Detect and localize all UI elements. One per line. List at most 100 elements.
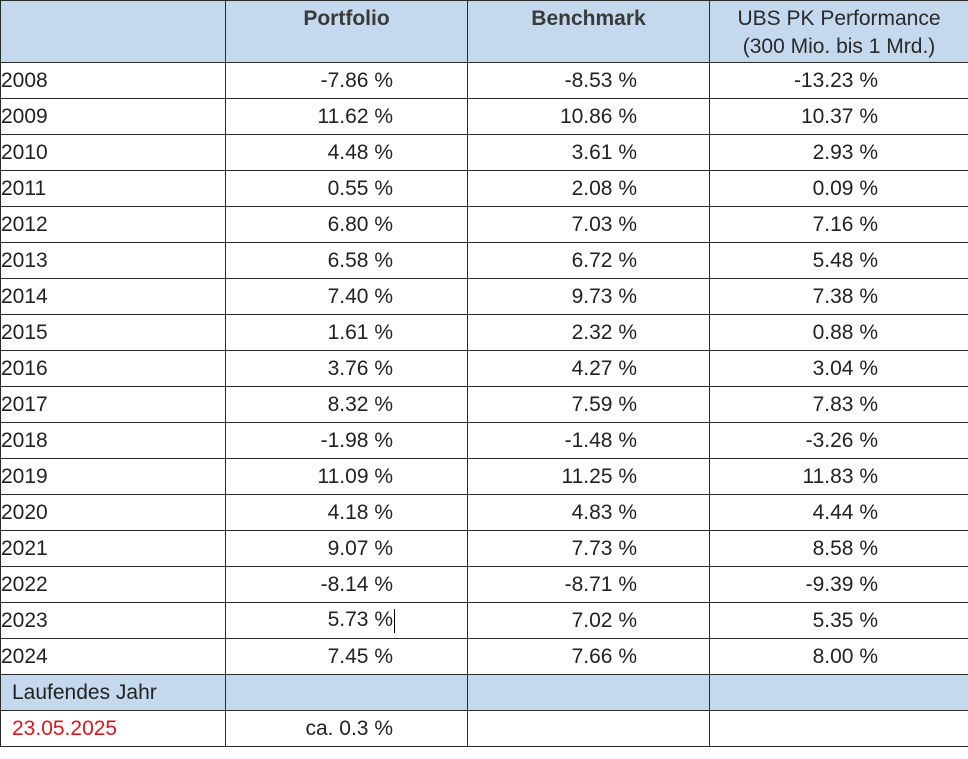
portfolio-cell-text: 7.45 %	[327, 644, 393, 668]
benchmark-cell: 2.32 %	[467, 314, 710, 351]
portfolio-cell-text: 1.61 %	[327, 320, 393, 344]
ubs-performance-cell-text: 5.48 %	[812, 248, 878, 272]
ubs-performance-cell-text: 0.88 %	[812, 320, 878, 344]
ubs-performance-cell-text: 5.35 %	[812, 608, 878, 632]
benchmark-cell-text: 7.66 %	[571, 644, 637, 668]
portfolio-cell: 7.45 %	[225, 638, 468, 675]
ubs-performance-cell: 8.00 %	[709, 638, 968, 675]
current-year-empty-portfolio	[225, 674, 468, 711]
ubs-performance-cell: 11.83 %	[709, 458, 968, 495]
header-ubs-line1: UBS PK Performance	[737, 7, 941, 30]
portfolio-cell-text: 8.32 %	[327, 392, 393, 416]
ubs-performance-cell-text: -9.39 %	[805, 572, 878, 596]
benchmark-cell: 7.59 %	[467, 386, 710, 423]
year-cell-text: 2023	[1, 608, 48, 632]
benchmark-cell-text: 3.61 %	[571, 140, 637, 164]
table-row: 2019 11.09 % 11.25 % 11.83 %	[0, 458, 968, 495]
benchmark-cell: -1.48 %	[467, 422, 710, 459]
benchmark-cell-text: 7.59 %	[571, 392, 637, 416]
portfolio-cell-text: 4.48 %	[327, 140, 393, 164]
portfolio-cell-text: -7.86 %	[320, 68, 393, 92]
portfolio-cell-text: 6.80 %	[327, 212, 393, 236]
ubs-performance-cell: 0.09 %	[709, 170, 968, 207]
benchmark-cell: 11.25 %	[467, 458, 710, 495]
ubs-performance-cell-text: 7.83 %	[812, 392, 878, 416]
current-date: 23.05.2025	[0, 710, 226, 747]
ubs-performance-cell-text: 0.09 %	[812, 176, 878, 200]
ubs-performance-cell-text: 10.37 %	[800, 104, 878, 128]
portfolio-cell: 8.32 %	[225, 386, 468, 423]
year-cell: 2013	[0, 242, 226, 279]
portfolio-cell-text: 7.40 %	[327, 284, 393, 308]
year-cell: 2019	[0, 458, 226, 495]
portfolio-cell-text: 11.09 %	[317, 464, 394, 488]
ubs-performance-cell-text: -13.23 %	[793, 68, 878, 92]
header-year	[0, 0, 226, 63]
portfolio-cell: 6.58 %	[225, 242, 468, 279]
ubs-performance-cell-text: 8.58 %	[812, 536, 878, 560]
table-row: 2020 4.18 % 4.83 % 4.44 %	[0, 494, 968, 531]
benchmark-cell-text: -8.53 %	[564, 68, 637, 92]
header-ubs-line2: (300 Mio. bis 1 Mrd.)	[742, 35, 936, 58]
benchmark-cell: 7.03 %	[467, 206, 710, 243]
portfolio-cell: 7.40 %	[225, 278, 468, 315]
portfolio-cell-text: 6.58 %	[327, 248, 393, 272]
ubs-performance-cell-text: 8.00 %	[812, 644, 878, 668]
table-row: 2016 3.76 % 4.27 % 3.04 %	[0, 350, 968, 387]
table-row: 2012 6.80 % 7.03 % 7.16 %	[0, 206, 968, 243]
table-row: 2014 7.40 % 9.73 % 7.38 %	[0, 278, 968, 315]
year-cell: 2021	[0, 530, 226, 567]
portfolio-cell: 11.62 %	[225, 98, 468, 135]
year-cell: 2018	[0, 422, 226, 459]
current-benchmark-value	[467, 710, 710, 747]
table-row: 2015 1.61 % 2.32 % 0.88 %	[0, 314, 968, 351]
ubs-performance-cell: 4.44 %	[709, 494, 968, 531]
year-cell: 2009	[0, 98, 226, 135]
ubs-performance-cell: 7.38 %	[709, 278, 968, 315]
portfolio-cell-text: 9.07 %	[327, 536, 393, 560]
portfolio-cell: 3.76 %	[225, 350, 468, 387]
benchmark-cell-text: 10.86 %	[559, 104, 637, 128]
year-cell: 2011	[0, 170, 226, 207]
benchmark-cell: -8.71 %	[467, 566, 710, 603]
benchmark-cell: 6.72 %	[467, 242, 710, 279]
portfolio-cell-text: 4.18 %	[327, 500, 393, 524]
portfolio-cell: 4.18 %	[225, 494, 468, 531]
year-cell: 2008	[0, 62, 226, 99]
portfolio-cell: 5.73 %	[225, 602, 468, 639]
year-cell-text: 2010	[1, 140, 48, 164]
current-portfolio-value: ca. 0.3 %	[225, 710, 468, 747]
table-row: 2008 -7.86 % -8.53 % -13.23 %	[0, 62, 968, 99]
ubs-performance-cell: 5.48 %	[709, 242, 968, 279]
benchmark-cell-text: 7.03 %	[571, 212, 637, 236]
portfolio-cell-text: 11.62 %	[317, 104, 394, 128]
ubs-performance-cell: 7.83 %	[709, 386, 968, 423]
benchmark-cell-text: 2.32 %	[571, 320, 637, 344]
benchmark-cell: -8.53 %	[467, 62, 710, 99]
portfolio-cell-text: -1.98 %	[320, 428, 393, 452]
table-row: 2011 0.55 % 2.08 % 0.09 %	[0, 170, 968, 207]
portfolio-cell: -1.98 %	[225, 422, 468, 459]
current-year-label: Laufendes Jahr	[0, 674, 226, 711]
header-row: Portfolio Benchmark UBS PK Performance (…	[0, 0, 968, 63]
benchmark-cell-text: 7.02 %	[571, 608, 637, 632]
ubs-performance-cell-text: -3.26 %	[805, 428, 878, 452]
portfolio-cell-text: -8.14 %	[320, 572, 393, 596]
ubs-performance-cell-text: 4.44 %	[812, 500, 878, 524]
benchmark-cell-text: 7.73 %	[571, 536, 637, 560]
year-cell: 2015	[0, 314, 226, 351]
current-year-empty-benchmark	[467, 674, 710, 711]
portfolio-cell: 6.80 %	[225, 206, 468, 243]
benchmark-cell-text: 6.72 %	[571, 248, 637, 272]
benchmark-cell: 4.27 %	[467, 350, 710, 387]
year-cell-text: 2018	[1, 428, 48, 452]
current-year-empty-ubs	[709, 674, 968, 711]
header-portfolio: Portfolio	[225, 0, 468, 63]
year-cell-text: 2016	[1, 356, 48, 380]
ubs-performance-cell-text: 7.38 %	[812, 284, 878, 308]
portfolio-cell: -7.86 %	[225, 62, 468, 99]
ubs-performance-cell: 8.58 %	[709, 530, 968, 567]
date-row: 23.05.2025 ca. 0.3 %	[0, 710, 968, 747]
year-cell: 2023	[0, 602, 226, 639]
